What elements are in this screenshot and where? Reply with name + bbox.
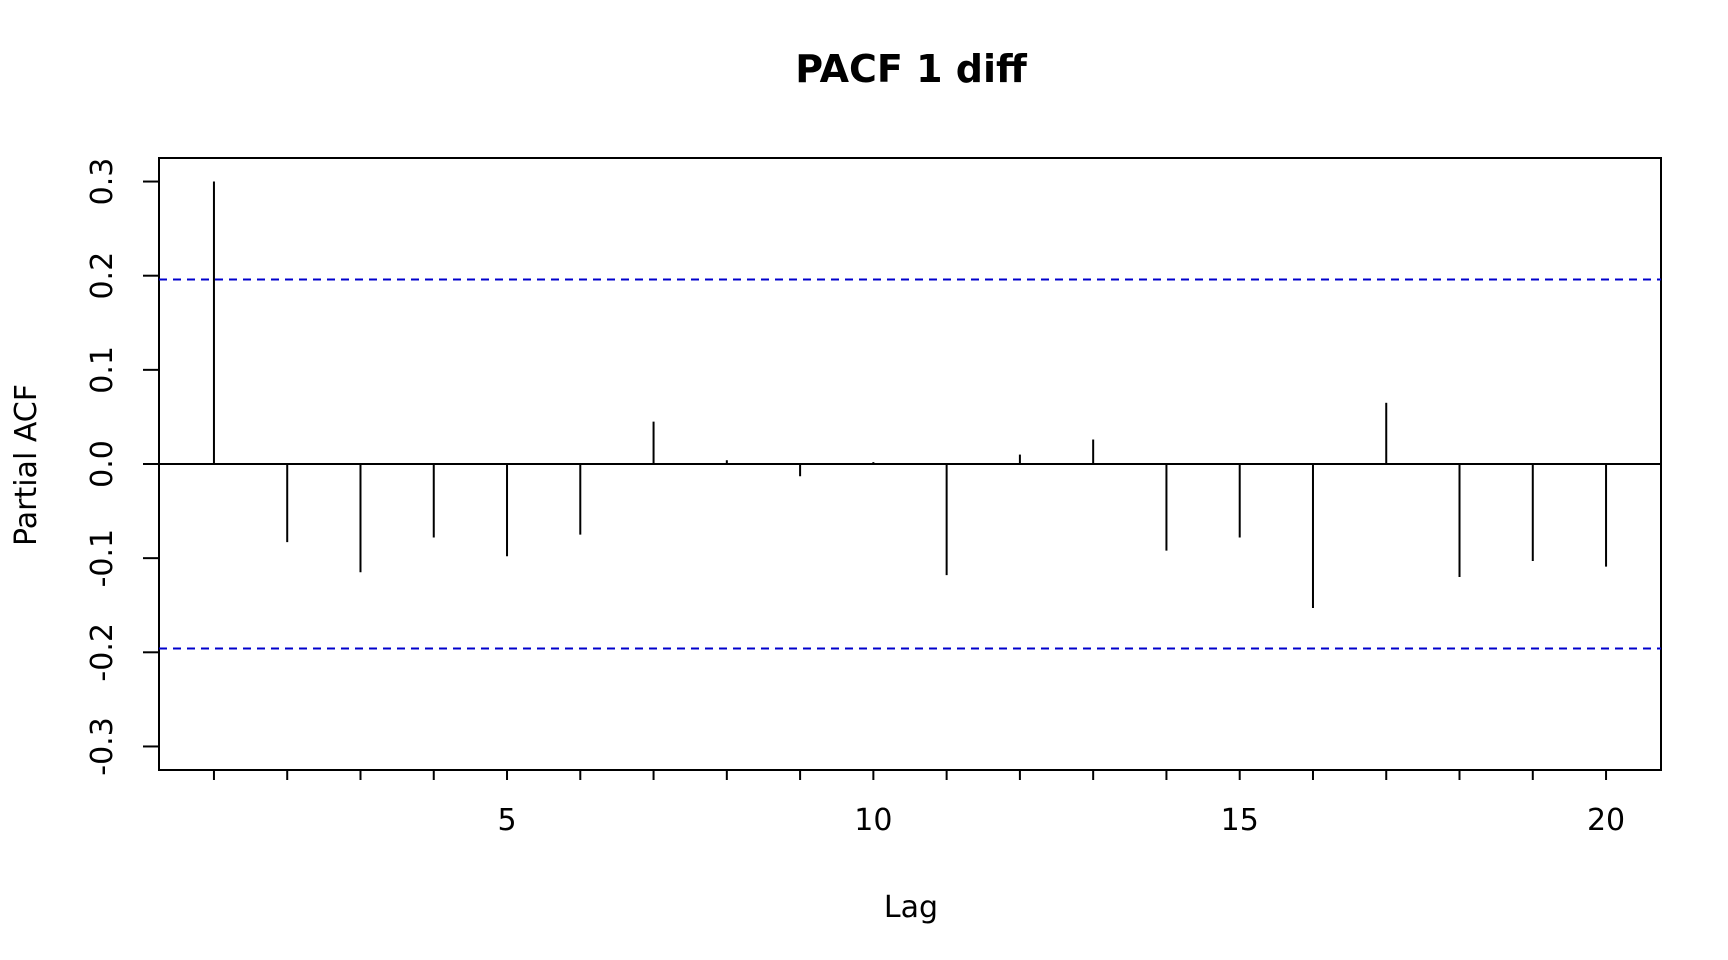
y-tick-label: -0.2 xyxy=(85,623,120,682)
x-tick-label: 5 xyxy=(497,803,516,838)
y-axis-label: Partial ACF xyxy=(9,384,44,546)
x-tick-label: 20 xyxy=(1587,803,1625,838)
y-tick-label: -0.3 xyxy=(85,717,120,776)
x-axis-label: Lag xyxy=(884,890,938,925)
y-tick-label: 0.1 xyxy=(85,346,120,394)
x-tick-label: 10 xyxy=(854,803,892,838)
chart-title: PACF 1 diff xyxy=(795,47,1028,91)
y-tick-label: 0.2 xyxy=(85,252,120,300)
plot-area: 5 10 15 20 -0.3 -0.2 -0.1 0.0 0.1 0.2 0.3 xyxy=(85,157,1662,838)
y-tick-label: 0.3 xyxy=(85,158,120,206)
x-tick-label: 15 xyxy=(1221,803,1259,838)
y-tick-label: 0.0 xyxy=(85,440,120,488)
y-tick-label: -0.1 xyxy=(85,529,120,588)
